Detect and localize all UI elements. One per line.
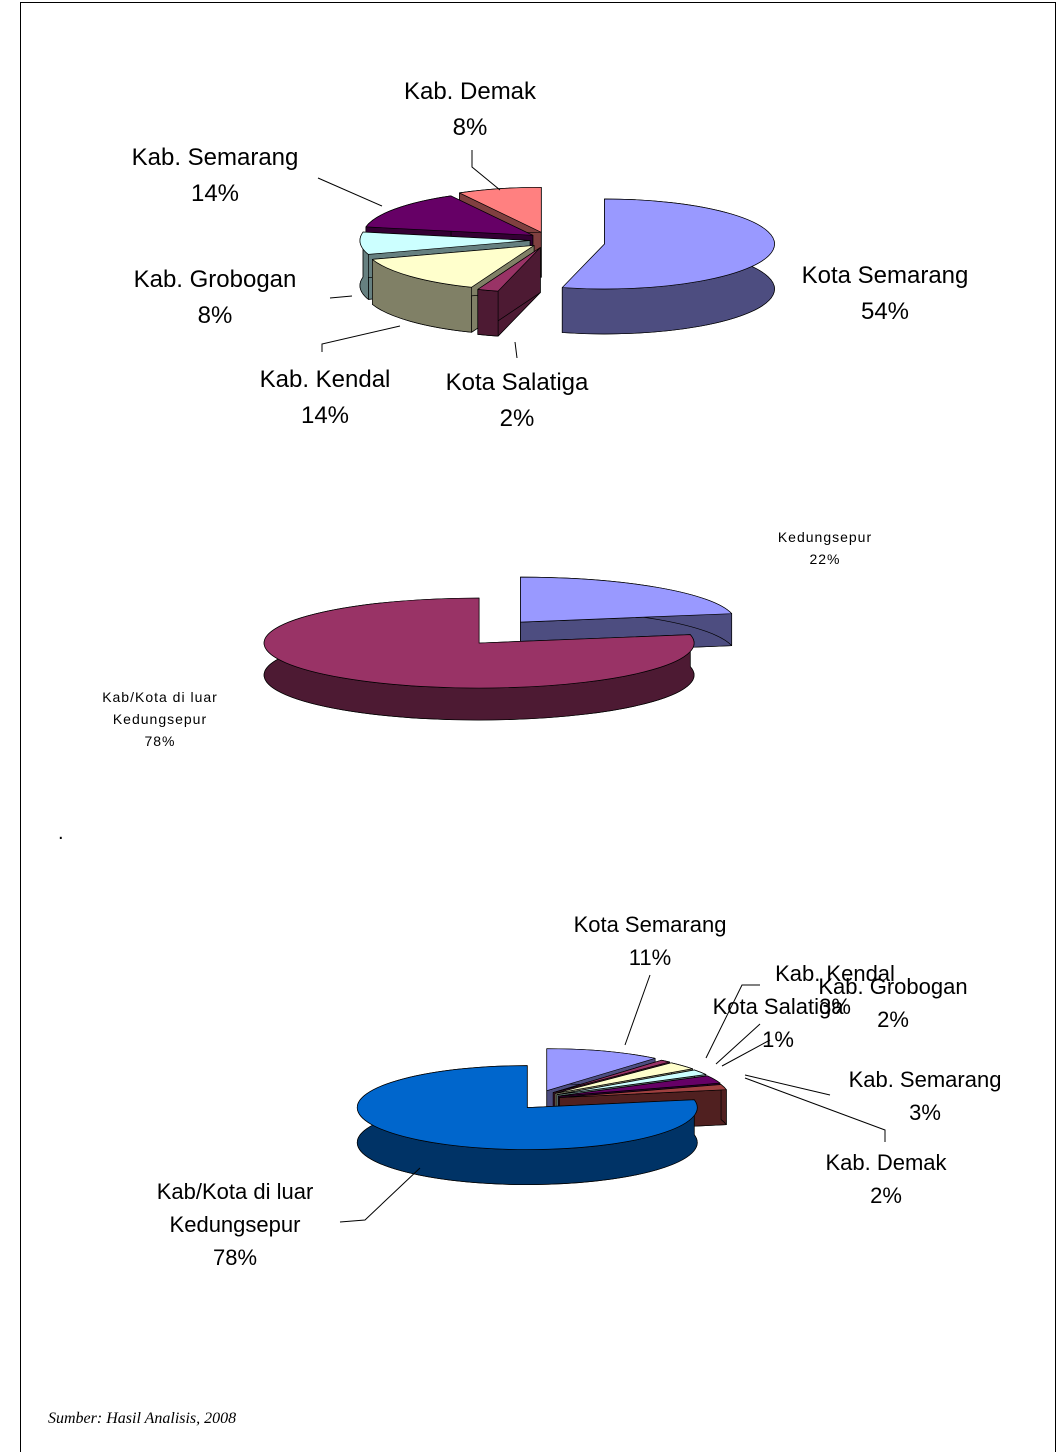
leader-line (744, 1077, 886, 1142)
slice-top (559, 1084, 727, 1098)
slice-side (477, 289, 499, 337)
slice-name: Kab/Kota di luar Kedungsepur (156, 1179, 314, 1237)
slice-top (477, 247, 541, 292)
slice-label: Kota Semarang 54% (765, 258, 1005, 330)
slice-top (561, 198, 775, 290)
slice-name: Kab. Kendal (259, 366, 391, 393)
slice-label: Kota Salatiga 2% (397, 365, 637, 437)
slice-top (546, 1048, 656, 1092)
slice-label: Kab. Semarang 14% (105, 140, 325, 212)
slice-name: Kota Semarang (801, 262, 969, 289)
slice-top (356, 1065, 698, 1150)
slice-name: Kedungsepur (777, 529, 873, 545)
slice-top (372, 245, 535, 288)
slice-label: Kota Salatiga 1% (678, 990, 878, 1056)
slice-top (558, 1075, 721, 1097)
slice-value-label: 2% (877, 1007, 909, 1032)
page-frame (20, 2, 1056, 1452)
slice-value-label: 1% (762, 1027, 794, 1052)
slice-top (554, 1062, 693, 1094)
leader-line (744, 1074, 831, 1096)
slice-value-label: 22% (809, 551, 841, 567)
slice-value-label: 3% (909, 1100, 941, 1125)
slice-value-label: 78% (212, 1245, 258, 1270)
slice-value-label: 8% (197, 302, 233, 329)
slice-name: Kab. Grobogan (818, 974, 968, 999)
slice-name: Kab. Grobogan (133, 266, 297, 293)
slice-value-label: 78% (144, 733, 176, 749)
note: . (58, 822, 64, 844)
slice-label: Kedungsepur 22% (725, 526, 925, 570)
slice-label: Kab. Grobogan 2% (783, 970, 1003, 1036)
slice-name: Kab/Kota di luar Kedungsepur (102, 689, 218, 727)
slice-label: Kab. Demak 2% (786, 1146, 986, 1212)
slice-name: Kab. Demak (825, 1150, 947, 1175)
slice-label: Kab/Kota di luar Kedungsepur 78% (125, 1175, 345, 1274)
slice-value-label: 8% (452, 114, 488, 141)
leader-line (705, 984, 760, 1059)
slice-value-label: 14% (300, 402, 350, 429)
leader-line (339, 1167, 421, 1223)
slice-name: Kota Semarang (573, 912, 727, 937)
slice-value-label: 3% (819, 994, 851, 1019)
leader-line (514, 341, 518, 359)
slice-top (520, 576, 733, 623)
leader-line (624, 974, 651, 1046)
leader-line (329, 295, 353, 299)
source: Sumber: Hasil Analisis, 2008 (48, 1410, 237, 1427)
slice-name: Kota Salatiga (712, 994, 844, 1019)
slice-name: Kab. Semarang (131, 144, 299, 171)
slice-label: Kab. Semarang 3% (815, 1063, 1035, 1129)
slice-label: Kab/Kota di luar Kedungsepur 78% (75, 686, 245, 752)
slice-name: Kab. Demak (403, 78, 537, 105)
slice-label: Kab. Grobogan 8% (105, 262, 325, 334)
leader-line (317, 177, 383, 207)
slice-side (720, 1084, 727, 1126)
slice-label: Kab. Kendal 14% (225, 362, 425, 434)
slice-value-label: 11% (628, 945, 672, 970)
slice-value-label: 54% (860, 298, 910, 325)
leader-line (721, 1039, 771, 1067)
leader-line (471, 150, 501, 191)
slice-name: Kab. Semarang (848, 1067, 1002, 1092)
leader-line (321, 325, 401, 352)
slice-name: Kota Salatiga (445, 369, 589, 396)
slice-value-label: 14% (190, 180, 240, 207)
slice-top (556, 1069, 707, 1096)
slice-name: Kab. Kendal (775, 961, 895, 986)
slice-top (552, 1059, 670, 1093)
leader-line (715, 1023, 761, 1065)
slice-top (359, 231, 531, 255)
slice-label: Kab. Demak 8% (370, 74, 570, 146)
slice-top (263, 597, 695, 689)
slice-value-label: 2% (870, 1183, 902, 1208)
slice-label: Kota Semarang 11% (540, 908, 760, 974)
slice-value-label: 2% (499, 405, 535, 432)
slice-top (365, 195, 534, 236)
slice-label: Kab. Kendal 3% (735, 957, 935, 1023)
